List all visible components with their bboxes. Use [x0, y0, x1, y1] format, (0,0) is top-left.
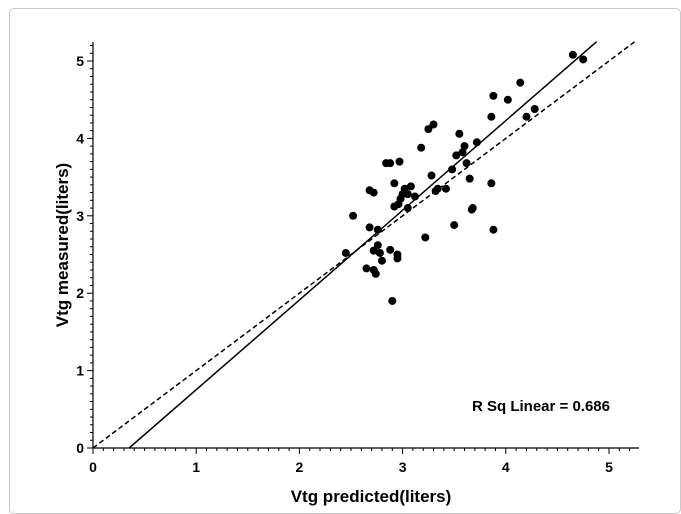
reference-line-dashed	[92, 41, 636, 449]
tick-labels: 0 1 2 3 4 5 0 1 2 3 4 5	[76, 53, 613, 475]
data-point	[452, 151, 461, 160]
data-point	[472, 138, 481, 147]
y-tick-label: 4	[76, 130, 84, 146]
data-point	[403, 190, 412, 199]
data-point	[450, 221, 459, 230]
data-point	[530, 104, 539, 113]
data-point	[386, 159, 395, 168]
data-point	[395, 157, 404, 166]
data-point	[516, 78, 525, 87]
data-point	[393, 250, 402, 259]
data-point	[455, 129, 464, 138]
r-squared-annotation: R Sq Linear = 0.686	[472, 398, 610, 415]
data-point	[373, 241, 382, 250]
data-point	[441, 184, 450, 193]
data-point	[390, 179, 399, 188]
data-point	[429, 120, 438, 129]
data-point	[487, 179, 496, 188]
x-tick-label: 4	[502, 459, 510, 475]
data-point	[421, 233, 430, 242]
data-point	[503, 95, 512, 104]
data-point	[487, 112, 496, 121]
data-point	[448, 165, 457, 174]
y-tick-label: 1	[76, 363, 84, 379]
data-point	[522, 112, 531, 121]
x-axis-title: Vtg predicted(liters)	[291, 487, 452, 506]
data-point	[579, 55, 588, 64]
data-point	[362, 264, 371, 273]
y-tick-label: 0	[76, 440, 84, 456]
y-tick-label: 3	[76, 208, 84, 224]
data-point	[377, 256, 386, 265]
data-point	[468, 204, 477, 213]
data-point	[460, 142, 469, 151]
y-tick-label: 5	[76, 53, 84, 69]
data-point	[410, 192, 419, 201]
x-tick-label: 5	[605, 459, 613, 475]
tick-marks	[87, 45, 631, 454]
y-tick-label: 2	[76, 285, 84, 301]
fit-lines	[92, 41, 636, 449]
data-point	[489, 225, 498, 234]
data-point	[365, 223, 374, 232]
x-tick-label: 1	[192, 459, 200, 475]
x-tick-label: 0	[89, 459, 97, 475]
data-point	[465, 174, 474, 183]
data-point	[388, 296, 397, 305]
data-point	[417, 143, 426, 152]
data-point	[386, 245, 395, 254]
data-point	[341, 248, 350, 257]
data-point	[458, 148, 467, 157]
data-point	[433, 184, 442, 193]
data-point	[369, 246, 378, 255]
data-point	[375, 248, 384, 257]
data-point	[373, 225, 382, 234]
data-point	[462, 159, 471, 168]
data-points	[341, 50, 588, 305]
data-point	[369, 188, 378, 197]
data-point	[424, 125, 433, 134]
data-point	[371, 269, 380, 278]
data-point	[427, 171, 436, 180]
data-point	[403, 204, 412, 213]
y-axis-title: Vtg measured(liters)	[53, 163, 72, 327]
data-point	[568, 50, 577, 59]
data-point	[406, 182, 415, 191]
x-tick-label: 2	[296, 459, 304, 475]
axes	[92, 42, 639, 449]
x-tick-label: 3	[399, 459, 407, 475]
data-point	[489, 91, 498, 100]
data-point	[349, 211, 358, 220]
